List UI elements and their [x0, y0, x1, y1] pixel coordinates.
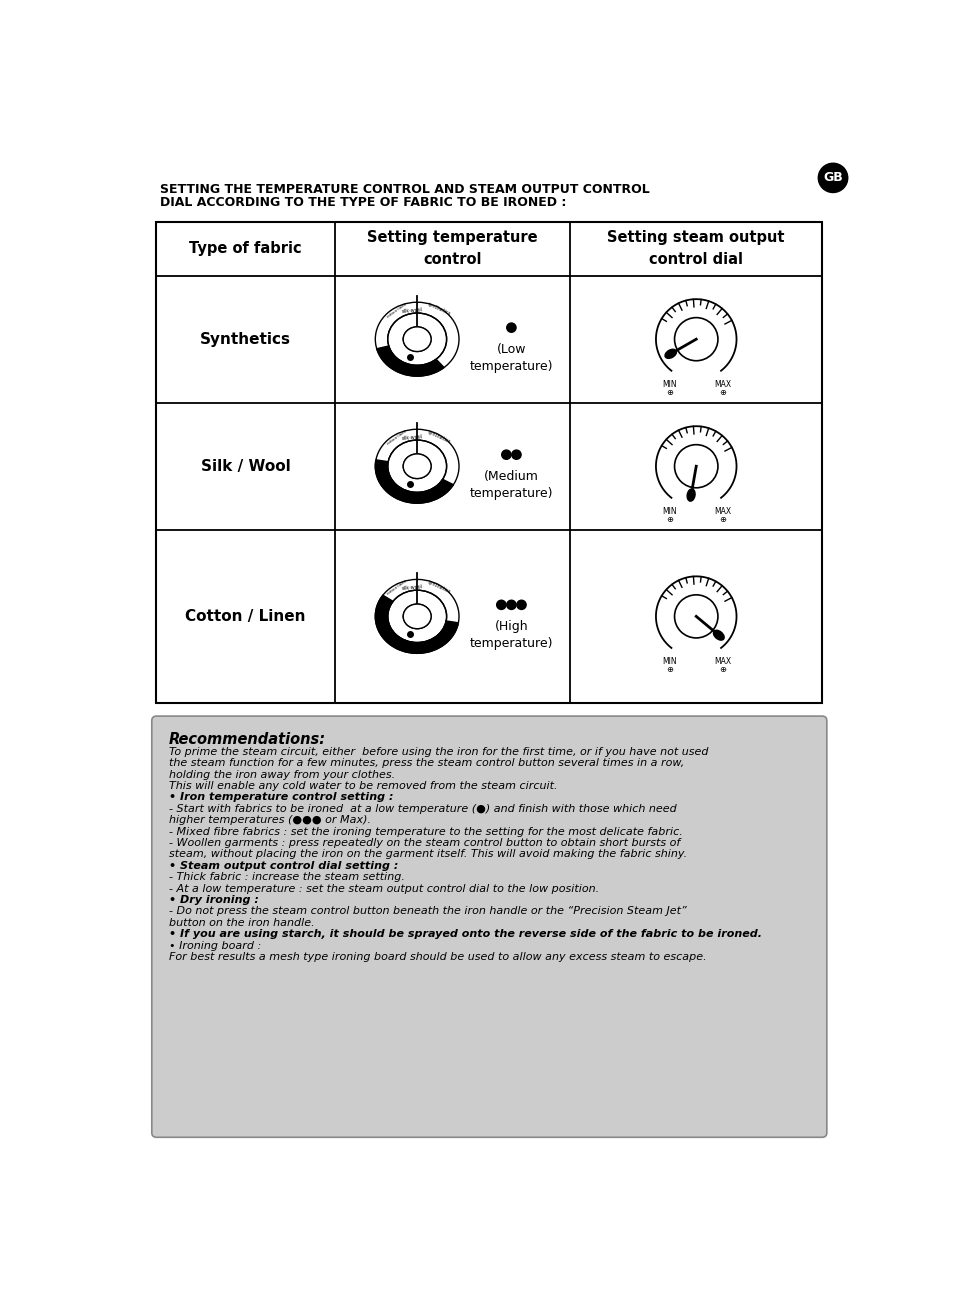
- Text: synthetics: synthetics: [426, 429, 451, 444]
- Text: cotton·linen: cotton·linen: [385, 428, 408, 445]
- FancyBboxPatch shape: [152, 716, 826, 1138]
- Text: (High
temperature): (High temperature): [469, 620, 553, 651]
- Text: ⊕: ⊕: [719, 665, 725, 674]
- Text: - At a low temperature : set the steam output control dial to the low position.: - At a low temperature : set the steam o…: [169, 884, 598, 894]
- Ellipse shape: [664, 350, 676, 359]
- Circle shape: [674, 445, 718, 488]
- Text: synthetics: synthetics: [426, 302, 451, 317]
- Ellipse shape: [387, 590, 446, 643]
- Text: - Thick fabric : increase the steam setting.: - Thick fabric : increase the steam sett…: [169, 872, 404, 882]
- Text: - Woollen garments : press repeatedly on the steam control button to obtain shor: - Woollen garments : press repeatedly on…: [169, 838, 679, 848]
- Circle shape: [818, 164, 847, 192]
- Text: ⊕: ⊕: [666, 665, 673, 674]
- Text: ⊕: ⊕: [719, 387, 725, 397]
- Text: cotton·linen: cotton·linen: [385, 579, 408, 596]
- Text: This will enable any cold water to be removed from the steam circuit.: This will enable any cold water to be re…: [169, 781, 557, 791]
- Text: the steam function for a few minutes, press the steam control button several tim: the steam function for a few minutes, pr…: [169, 758, 683, 768]
- Circle shape: [506, 323, 516, 332]
- Text: GB: GB: [822, 171, 842, 185]
- Text: Synthetics: Synthetics: [200, 331, 291, 347]
- Text: Type of fabric: Type of fabric: [189, 241, 301, 257]
- Circle shape: [501, 450, 511, 459]
- Text: holding the iron away from your clothes.: holding the iron away from your clothes.: [169, 770, 395, 780]
- Ellipse shape: [713, 630, 723, 640]
- Text: - Do not press the steam control button beneath the iron handle or the “Precisio: - Do not press the steam control button …: [169, 906, 686, 916]
- Text: • If you are using starch, it should be sprayed onto the reverse side of the fab: • If you are using starch, it should be …: [169, 929, 761, 940]
- Text: Setting temperature
control: Setting temperature control: [367, 230, 537, 267]
- Text: • Iron temperature control setting :: • Iron temperature control setting :: [169, 792, 393, 802]
- Text: • Dry ironing :: • Dry ironing :: [169, 895, 258, 905]
- Text: synthetics: synthetics: [426, 579, 451, 594]
- Text: steam, without placing the iron on the garment itself. This will avoid making th: steam, without placing the iron on the g…: [169, 850, 686, 860]
- Ellipse shape: [375, 429, 458, 503]
- Text: To prime the steam circuit, either  before using the iron for the first time, or: To prime the steam circuit, either befor…: [169, 747, 708, 757]
- Text: button on the iron handle.: button on the iron handle.: [169, 918, 314, 928]
- Circle shape: [511, 450, 520, 459]
- Text: Setting steam output
control dial: Setting steam output control dial: [607, 230, 784, 267]
- Circle shape: [517, 601, 525, 610]
- Text: silk·wool: silk·wool: [401, 584, 423, 592]
- Text: For best results a mesh type ironing board should be used to allow any excess st: For best results a mesh type ironing boa…: [169, 952, 706, 962]
- Ellipse shape: [403, 327, 431, 352]
- Text: SETTING THE TEMPERATURE CONTROL AND STEAM OUTPUT CONTROL: SETTING THE TEMPERATURE CONTROL AND STEA…: [159, 183, 649, 196]
- Text: Recommendations:: Recommendations:: [169, 732, 326, 746]
- Ellipse shape: [387, 440, 446, 492]
- Ellipse shape: [375, 302, 458, 376]
- Ellipse shape: [403, 454, 431, 479]
- Text: MIN: MIN: [662, 507, 677, 516]
- Circle shape: [674, 318, 718, 361]
- Ellipse shape: [403, 454, 431, 479]
- Text: higher temperatures (●●● or Max).: higher temperatures (●●● or Max).: [169, 816, 371, 825]
- Text: - Mixed fibre fabrics : set the ironing temperature to the setting for the most : - Mixed fibre fabrics : set the ironing …: [169, 827, 682, 836]
- Text: ⊕: ⊕: [666, 514, 673, 524]
- Text: MAX: MAX: [713, 380, 730, 389]
- Text: (Medium
temperature): (Medium temperature): [469, 470, 553, 500]
- Text: Cotton / Linen: Cotton / Linen: [185, 609, 306, 624]
- Text: MAX: MAX: [713, 657, 730, 666]
- Text: ⊕: ⊕: [719, 514, 725, 524]
- Text: Silk / Wool: Silk / Wool: [200, 458, 290, 474]
- Text: cotton·linen: cotton·linen: [385, 301, 408, 318]
- Ellipse shape: [403, 603, 431, 628]
- Ellipse shape: [375, 580, 458, 653]
- Ellipse shape: [403, 327, 431, 352]
- Text: • Steam output control dial setting :: • Steam output control dial setting :: [169, 861, 397, 870]
- Text: DIAL ACCORDING TO THE TYPE OF FABRIC TO BE IRONED :: DIAL ACCORDING TO THE TYPE OF FABRIC TO …: [159, 195, 565, 208]
- Polygon shape: [376, 346, 443, 376]
- Text: silk·wool: silk·wool: [401, 308, 423, 314]
- Text: ⊕: ⊕: [666, 387, 673, 397]
- Text: • Ironing board :: • Ironing board :: [169, 941, 261, 950]
- Ellipse shape: [686, 490, 695, 501]
- Circle shape: [497, 601, 505, 610]
- Text: (Low
temperature): (Low temperature): [469, 343, 553, 373]
- Text: - Start with fabrics to be ironed  at a low temperature (●) and finish with thos: - Start with fabrics to be ironed at a l…: [169, 804, 676, 814]
- Polygon shape: [375, 596, 457, 653]
- Text: silk·wool: silk·wool: [401, 435, 423, 441]
- Circle shape: [674, 594, 718, 637]
- Circle shape: [506, 601, 516, 610]
- Polygon shape: [375, 459, 453, 503]
- Ellipse shape: [387, 313, 446, 365]
- Text: MAX: MAX: [713, 507, 730, 516]
- Text: MIN: MIN: [662, 657, 677, 666]
- Bar: [156, 221, 821, 703]
- Text: MIN: MIN: [662, 380, 677, 389]
- Ellipse shape: [403, 603, 431, 628]
